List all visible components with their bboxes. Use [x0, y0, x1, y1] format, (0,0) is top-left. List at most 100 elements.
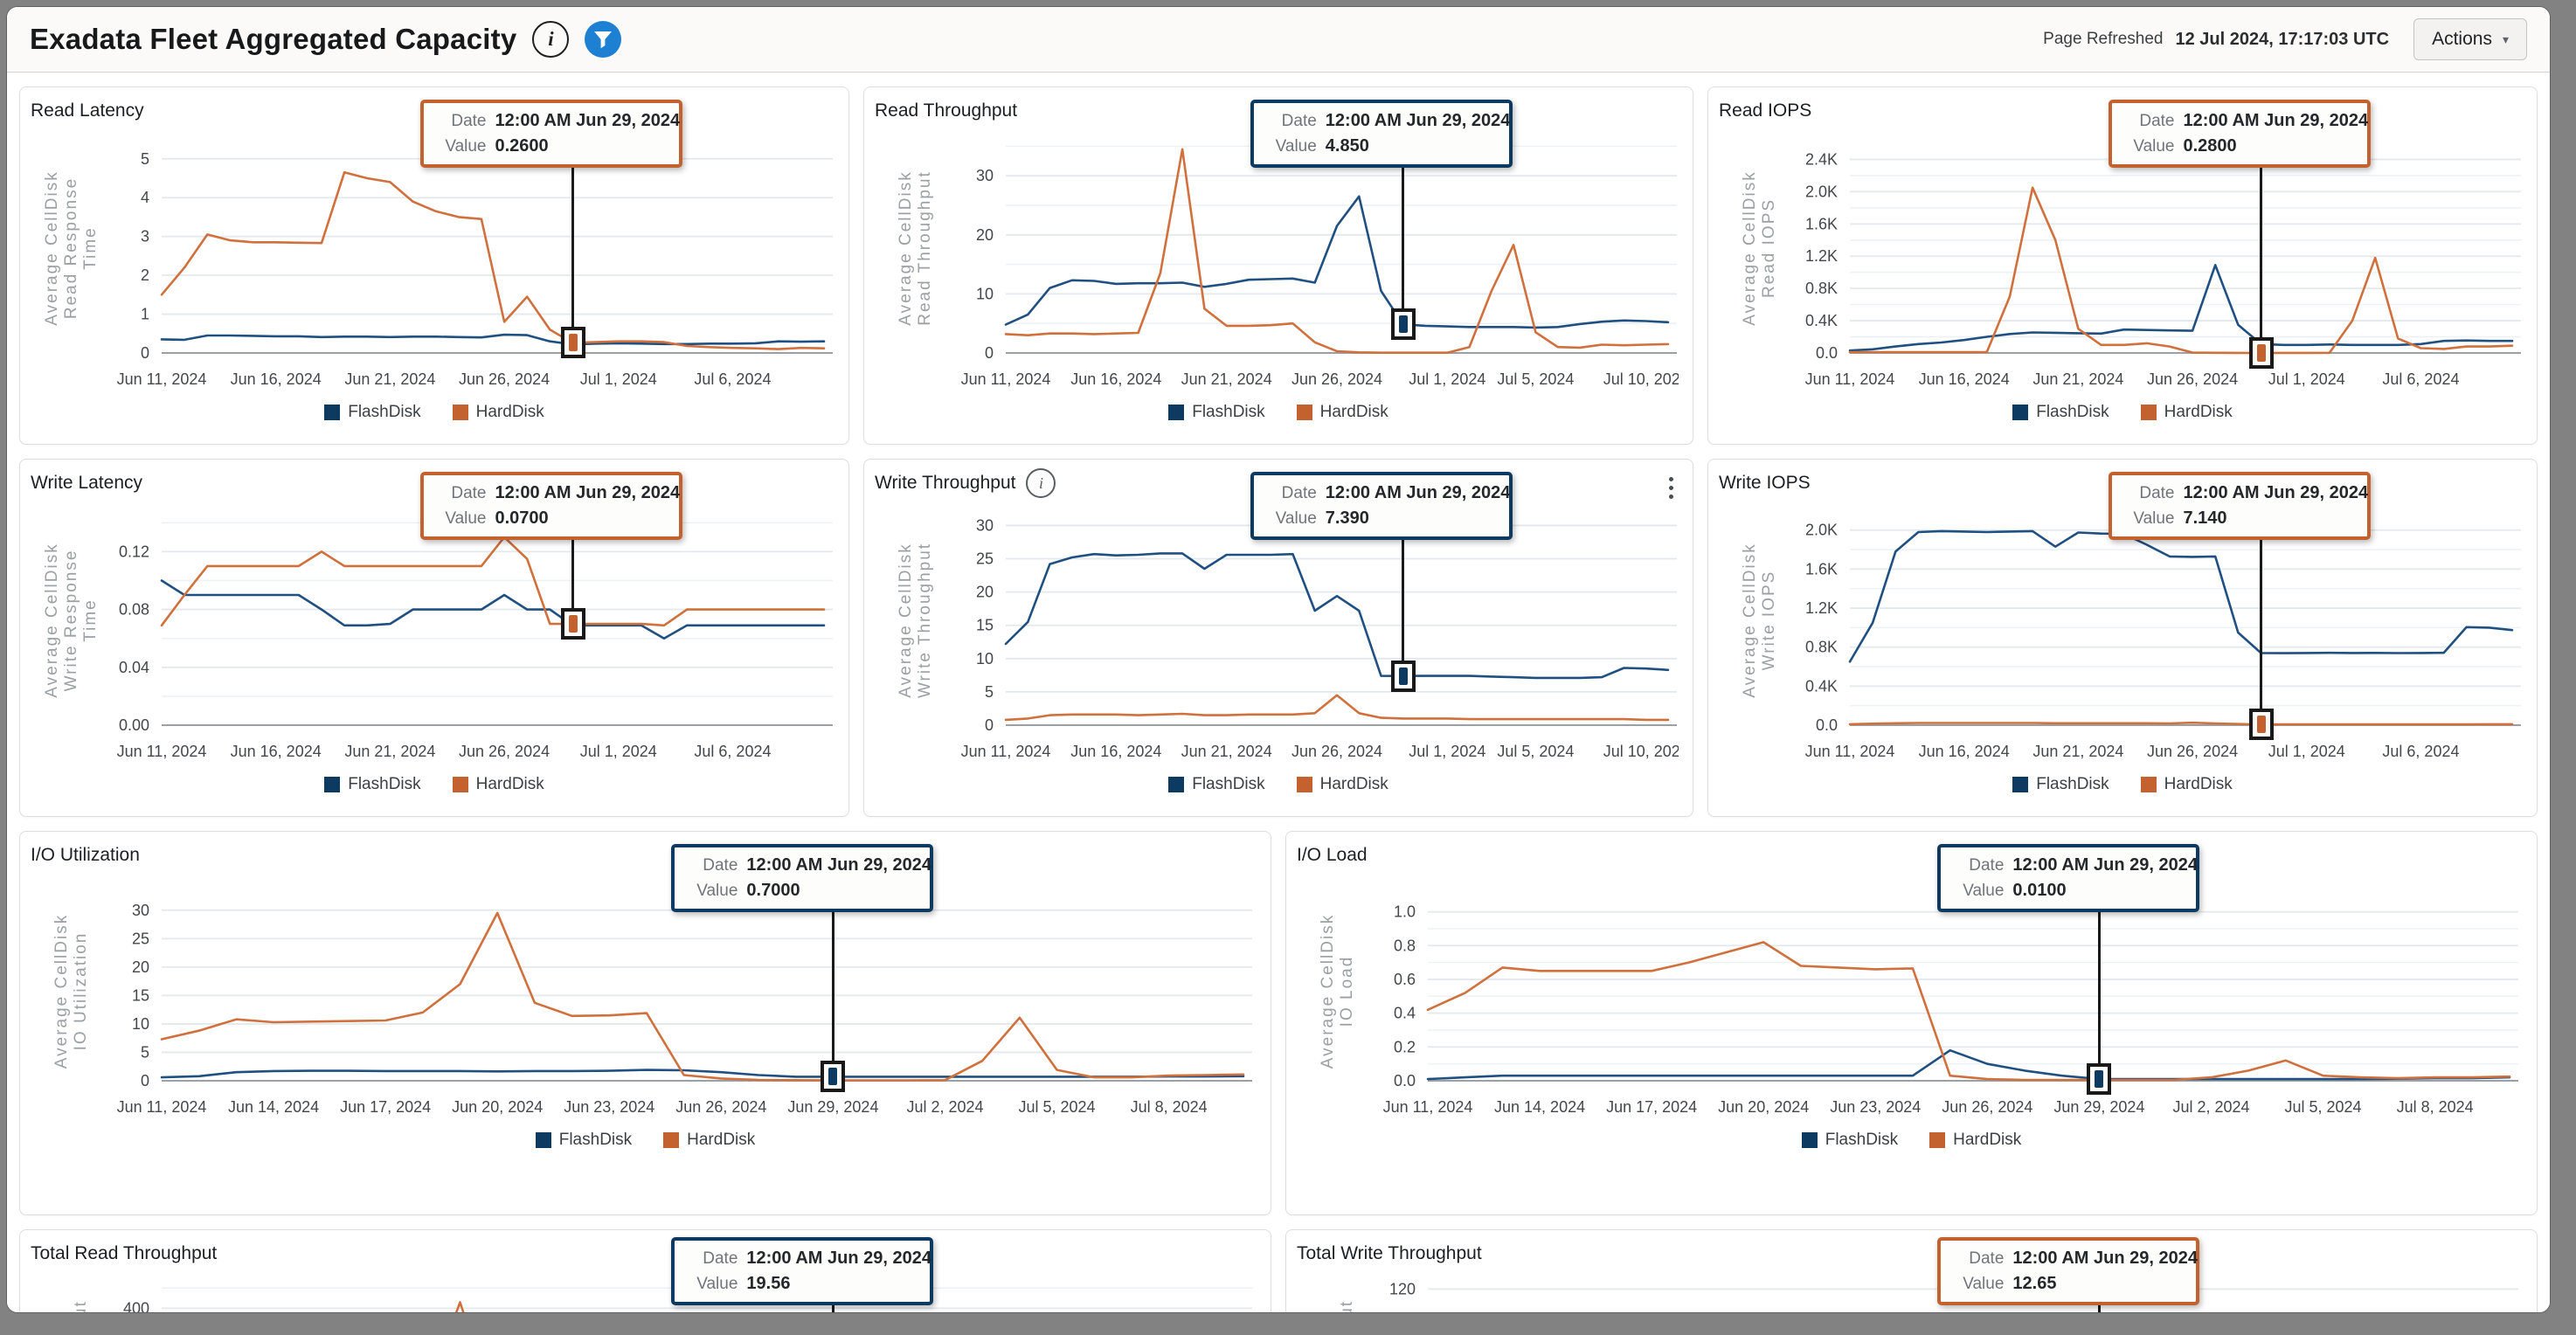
chart-title: Write Latency [31, 473, 142, 493]
harddisk-swatch [452, 777, 468, 792]
tooltip: Date 12:00 AM Jun 29, 2024 Value 0.2600 [419, 100, 682, 168]
actions-button[interactable]: Actions ▾ [2413, 18, 2527, 60]
legend-item-harddisk[interactable]: HardDisk [663, 1131, 755, 1150]
chart-plot-read-latency[interactable]: 0 1 2 3 4 5 Jun 11, 2024 Jun 16, 2024 Jun 21, 20… [31, 126, 834, 395]
tooltip-value-value: 12.65 [2012, 1274, 2057, 1293]
chart-legend: FlashDisk HardDisk [1719, 775, 2526, 794]
chart-panel-total-read-throughput: Total Read Throughput 300400Jun 11, 2024… [19, 1229, 1271, 1312]
x-axis-tick: Jun 14, 2024 [1494, 1098, 1585, 1116]
legend-item-harddisk[interactable]: HardDisk [452, 403, 544, 422]
y-axis-label: Average CellDiskIO Load [1319, 914, 1356, 1069]
legend-label-harddisk: HardDisk [1319, 403, 1388, 421]
legend-item-harddisk[interactable]: HardDisk [1929, 1131, 2021, 1150]
tooltip-value-label: Value [445, 508, 487, 528]
legend-item-harddisk[interactable]: HardDisk [1296, 403, 1388, 422]
legend-item-harddisk[interactable]: HardDisk [2140, 403, 2233, 422]
legend-label-harddisk: HardDisk [1953, 1131, 2022, 1149]
actions-button-label: Actions [2432, 29, 2492, 49]
tooltip-value-value: 0.2800 [2183, 136, 2237, 156]
hover-marker [560, 608, 585, 640]
legend-label-flashdisk: FlashDisk [1192, 403, 1265, 421]
x-axis-tick: Jun 23, 2024 [1830, 1098, 1921, 1116]
x-axis-tick: Jun 11, 2024 [1383, 1098, 1473, 1116]
legend-item-harddisk[interactable]: HardDisk [1296, 775, 1388, 794]
chart-plot-write-throughput[interactable]: 0 5 10 15 20 25 30 Jun 11, 2024 Jun 16, 2024 Jun … [875, 498, 1689, 767]
x-axis-tick: Jun 11, 2024 [1805, 370, 1895, 388]
legend-label-flashdisk: FlashDisk [1825, 1131, 1899, 1149]
legend-item-flashdisk[interactable]: FlashDisk [324, 775, 421, 794]
chart-plot-write-iops[interactable]: 0.0 0.4K 0.8K 1.2K 1.6K 2.0K Jun 11, 2024 Jun 1… [1719, 498, 2523, 767]
x-axis-tick: Jun 26, 2024 [1291, 743, 1382, 760]
y-axis-tick: 0 [141, 1072, 149, 1089]
x-axis-tick: Jun 17, 2024 [340, 1098, 431, 1116]
y-axis-tick: 1.6K [1805, 560, 1838, 578]
legend-label-flashdisk: FlashDisk [2036, 775, 2109, 793]
legend-item-flashdisk[interactable]: FlashDisk [1168, 403, 1265, 422]
chart-panel-read-latency: Read Latency 0 1 2 3 4 5 Jun 11, 2024 Jun 16, 2… [19, 86, 849, 445]
tooltip-date-label: Date [2139, 483, 2175, 502]
x-axis-tick: Jul 6, 2024 [2382, 743, 2459, 760]
legend-label-flashdisk: FlashDisk [348, 775, 421, 793]
y-axis-tick: 0 [985, 344, 994, 362]
y-axis-tick: 1.2K [1805, 599, 1838, 617]
tooltip-date-label: Date [2139, 111, 2175, 130]
x-axis-tick: Jun 26, 2024 [459, 370, 550, 388]
legend-item-flashdisk[interactable]: FlashDisk [1168, 775, 1265, 794]
y-axis-tick: 15 [132, 986, 149, 1004]
tooltip-connector-line [571, 540, 574, 625]
x-axis-tick: Jun 17, 2024 [1606, 1098, 1697, 1116]
x-axis-tick: Jul 5, 2024 [2285, 1098, 2362, 1116]
tooltip-connector-line [1402, 168, 1405, 325]
info-icon[interactable]: i [532, 21, 570, 58]
series-line-harddisk [160, 170, 826, 350]
y-axis-tick: 0 [141, 344, 149, 362]
legend-item-flashdisk[interactable]: FlashDisk [535, 1131, 633, 1150]
x-axis-tick: Jun 11, 2024 [961, 743, 1051, 760]
filter-icon[interactable] [585, 21, 622, 58]
y-axis-tick: 100 [1389, 1311, 1416, 1312]
tooltip-value-value: 7.390 [1325, 508, 1369, 528]
tooltip-date-label: Date [451, 483, 487, 502]
harddisk-swatch [2140, 777, 2157, 792]
tooltip-date-value: 12:00 AM Jun 29, 2024 [495, 111, 681, 130]
legend-item-flashdisk[interactable]: FlashDisk [2012, 775, 2109, 794]
hover-marker [2087, 1063, 2112, 1096]
legend-label-harddisk: HardDisk [475, 775, 544, 793]
y-axis-tick: 0.2 [1394, 1038, 1416, 1055]
chart-plot-io-load[interactable]: 0.0 0.2 0.4 0.6 0.8 1.0 Jun 11, 2024 Jun 14, 20… [1297, 870, 2520, 1123]
tooltip: Date 12:00 AM Jun 29, 2024 Value 7.390 [1250, 472, 1513, 540]
legend-item-flashdisk[interactable]: FlashDisk [324, 403, 421, 422]
legend-label-flashdisk: FlashDisk [558, 1131, 633, 1149]
legend-item-flashdisk[interactable]: FlashDisk [1801, 1131, 1899, 1150]
chart-row-1: Read Latency 0 1 2 3 4 5 Jun 11, 2024 Jun 16, 2… [19, 86, 2538, 445]
y-axis-tick: 1.0 [1394, 903, 1416, 921]
x-axis-tick: Jun 26, 2024 [459, 743, 550, 760]
kebab-menu-icon[interactable] [1665, 474, 1677, 502]
x-axis-tick: Jun 11, 2024 [961, 370, 1051, 388]
legend-item-harddisk[interactable]: HardDisk [452, 775, 544, 794]
y-axis-tick: 15 [976, 617, 994, 634]
y-axis-tick: 10 [976, 285, 994, 302]
legend-item-harddisk[interactable]: HardDisk [2140, 775, 2233, 794]
page-refreshed-label: Page Refreshed [2043, 30, 2164, 48]
flashdisk-swatch [1801, 1132, 1818, 1148]
flashdisk-swatch [324, 405, 341, 420]
x-axis-tick: Jun 16, 2024 [1919, 743, 2010, 760]
chart-plot-write-latency[interactable]: 0.00 0.04 0.08 0.12 Jun 11, 2024 Jun 16, 2024… [31, 498, 834, 767]
tooltip-value-value: 0.7000 [746, 881, 800, 900]
chart-info-icon[interactable]: i [1026, 468, 1056, 498]
harddisk-swatch [1296, 405, 1312, 420]
tooltip: Date 12:00 AM Jun 29, 2024 Value 4.850 [1250, 100, 1513, 168]
tooltip-date-label: Date [1969, 855, 2005, 875]
chart-plot-io-utilization[interactable]: 0 5 10 15 20 25 30 Jun 11, 2024 Jun 14, 2024 Jun … [31, 870, 1254, 1123]
legend-item-flashdisk[interactable]: FlashDisk [2012, 403, 2109, 422]
chart-legend: FlashDisk HardDisk [1719, 403, 2526, 422]
app-window: Exadata Fleet Aggregated Capacity i Page… [7, 7, 2550, 1312]
chart-plot-read-throughput[interactable]: 0 10 20 30 Jun 11, 2024 Jun 16, 2024 Jun 21, 2… [875, 126, 1689, 395]
tooltip-connector-line [2097, 1305, 2101, 1312]
x-axis-tick: Jul 1, 2024 [2268, 370, 2345, 388]
x-axis-tick: Jun 21, 2024 [344, 743, 435, 760]
y-axis-tick: 0.8 [1394, 937, 1416, 954]
